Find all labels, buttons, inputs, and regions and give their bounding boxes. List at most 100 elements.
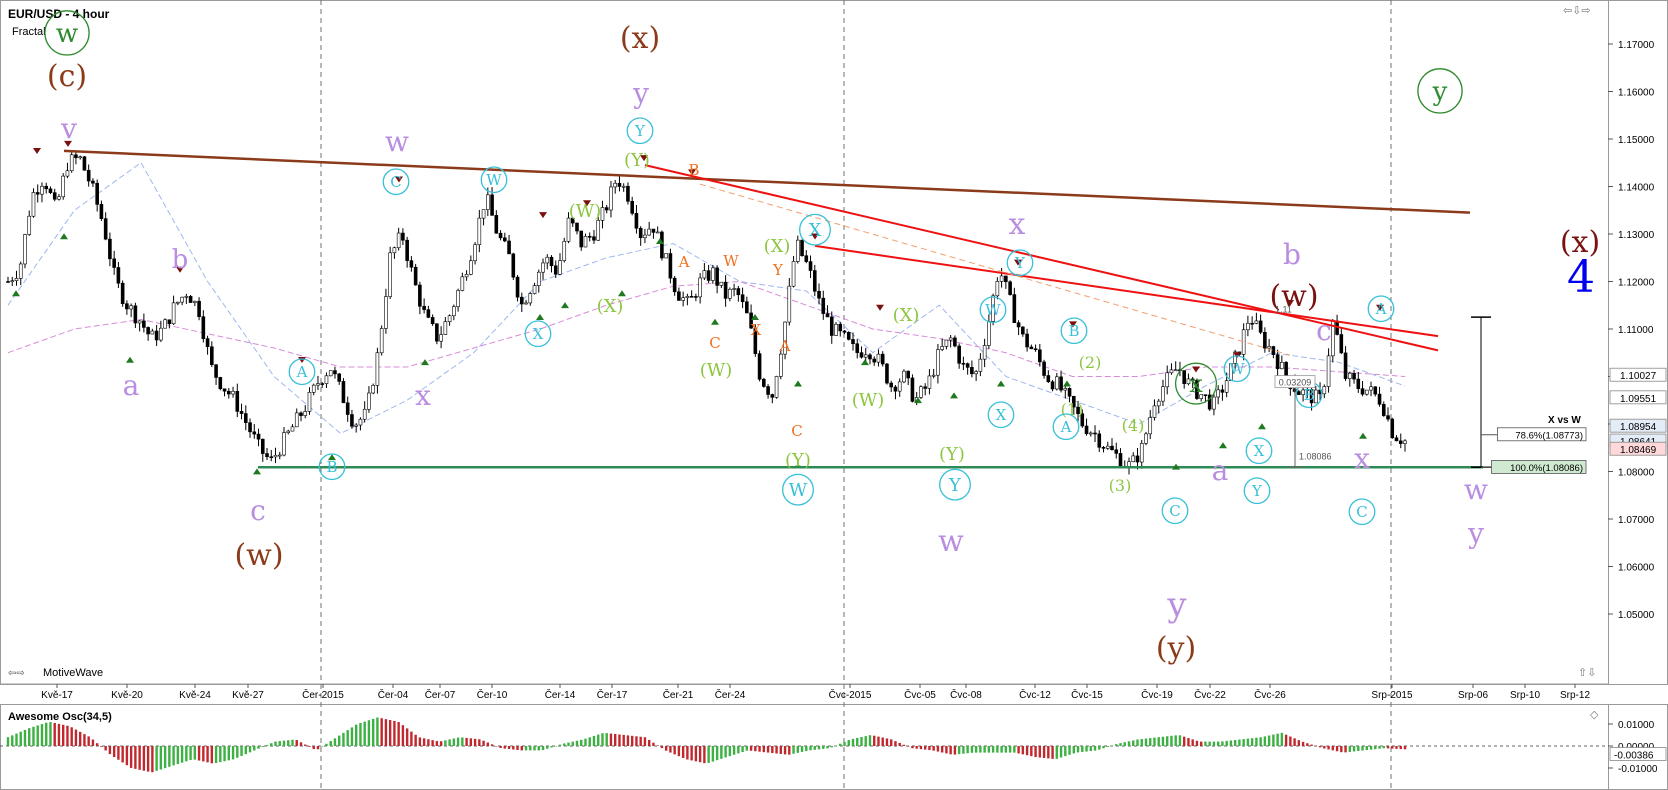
fractal-up-marker — [561, 302, 569, 309]
osc-bar — [622, 734, 625, 746]
osc-bar — [864, 736, 867, 746]
candle — [519, 292, 524, 313]
price-tick-label: 1.06000 — [1618, 563, 1655, 574]
candle-down — [1394, 437, 1399, 442]
wave-label-circle — [939, 468, 971, 501]
pane-controls[interactable]: ⇦⇩⇨ ⇧⇩ ◇ — [1563, 5, 1599, 721]
candle — [1135, 448, 1140, 470]
fractal-up-marker — [253, 468, 261, 475]
osc-bar — [189, 746, 192, 760]
candle-up — [974, 371, 978, 375]
osc-bar — [49, 722, 52, 746]
osc-bar — [974, 746, 978, 753]
osc-bar — [397, 722, 400, 746]
candle — [125, 300, 129, 315]
candle — [507, 234, 511, 255]
candle — [732, 283, 736, 297]
osc-bar — [253, 746, 256, 751]
candle-down — [1059, 376, 1063, 391]
wave-label: Y — [1243, 477, 1271, 505]
wave-label: X — [1245, 437, 1273, 465]
symbol-title: EUR/USD - 4 hour — [8, 7, 110, 21]
osc-bar — [1331, 746, 1335, 751]
osc-bar — [486, 742, 490, 746]
osc-bar — [516, 746, 519, 750]
candle — [583, 233, 588, 248]
osc-bar — [1008, 746, 1012, 753]
candle — [698, 273, 702, 304]
osc-title: Awesome Osc(34,5) — [8, 711, 112, 723]
price-axis-frame — [1608, 0, 1668, 685]
osc-bar — [1221, 741, 1224, 746]
wave-label-text: W — [723, 252, 739, 270]
wave-label-circle — [1006, 249, 1034, 277]
wave-label: A — [779, 337, 791, 355]
candle — [481, 209, 486, 226]
candle-down — [35, 192, 40, 195]
candle-down — [694, 296, 698, 298]
osc-bar — [304, 744, 307, 746]
candle — [1105, 441, 1110, 450]
candle — [418, 281, 422, 315]
candle-down — [120, 282, 125, 305]
candle-up — [1165, 372, 1170, 388]
candle — [1241, 323, 1246, 361]
candle — [303, 405, 308, 419]
candle — [893, 385, 898, 400]
candle — [1088, 431, 1093, 437]
candle — [1012, 287, 1017, 324]
osc-bar — [1017, 746, 1020, 754]
price-tick-label: 1.17000 — [1618, 40, 1655, 51]
candle-down — [846, 332, 851, 340]
candle — [795, 235, 800, 264]
osc-tick-label: 0.01000 — [1618, 720, 1655, 731]
osc-bar — [1127, 741, 1131, 746]
fractal-up-marker — [1063, 380, 1071, 387]
candle-down — [1025, 333, 1029, 348]
candle — [1152, 399, 1157, 421]
wave-label-text: A — [678, 253, 690, 271]
osc-bar — [902, 744, 906, 746]
wave-label-text: C — [1169, 502, 1180, 520]
wave-label: A — [1052, 413, 1080, 441]
osc-bar — [898, 742, 901, 746]
candle-down — [218, 377, 223, 390]
candle-down — [630, 200, 634, 214]
osc-axis-frame — [1608, 704, 1668, 790]
osc-bar — [168, 746, 171, 767]
candle-up — [541, 262, 545, 273]
candle-up — [685, 296, 690, 298]
zoom-arrows-icon[interactable]: ⇧⇩ — [1578, 667, 1596, 679]
candle — [1114, 442, 1119, 459]
wave-label: (X) — [764, 236, 791, 257]
candle — [885, 362, 889, 385]
price-tick-label: 1.07000 — [1618, 515, 1655, 526]
candle — [902, 369, 906, 384]
fib-level-text: 100.0%(1.08086) — [1510, 463, 1583, 474]
wave-label-text: (W) — [852, 390, 885, 411]
wave-label-text: (x) — [620, 21, 660, 56]
candle-up — [286, 430, 291, 433]
candle-up — [354, 424, 358, 427]
osc-control-icon[interactable]: ◇ — [1590, 709, 1599, 721]
osc-bar — [1229, 740, 1233, 746]
osc-bar — [431, 740, 434, 746]
osc-bar — [350, 727, 354, 746]
candle-up — [23, 234, 27, 265]
time-tick-label: Čvc-19 — [1141, 688, 1173, 701]
scroll-arrows-icon[interactable]: ⇦⇩⇨ — [1563, 5, 1591, 17]
osc-bar — [1004, 746, 1008, 753]
osc-bar — [155, 746, 158, 771]
candle-down — [885, 363, 889, 384]
fractal-up-marker — [950, 392, 958, 399]
candle-up — [184, 296, 189, 298]
candle — [379, 325, 384, 356]
candle — [821, 290, 826, 320]
candle — [1403, 439, 1407, 452]
candle-up — [294, 412, 299, 428]
wave-label-text: Y — [1014, 254, 1026, 272]
osc-bar — [1238, 739, 1241, 746]
price-axis-label-text: 1.10027 — [1620, 371, 1657, 382]
osc-bar — [78, 731, 82, 746]
fractal-up-marker — [536, 314, 544, 320]
